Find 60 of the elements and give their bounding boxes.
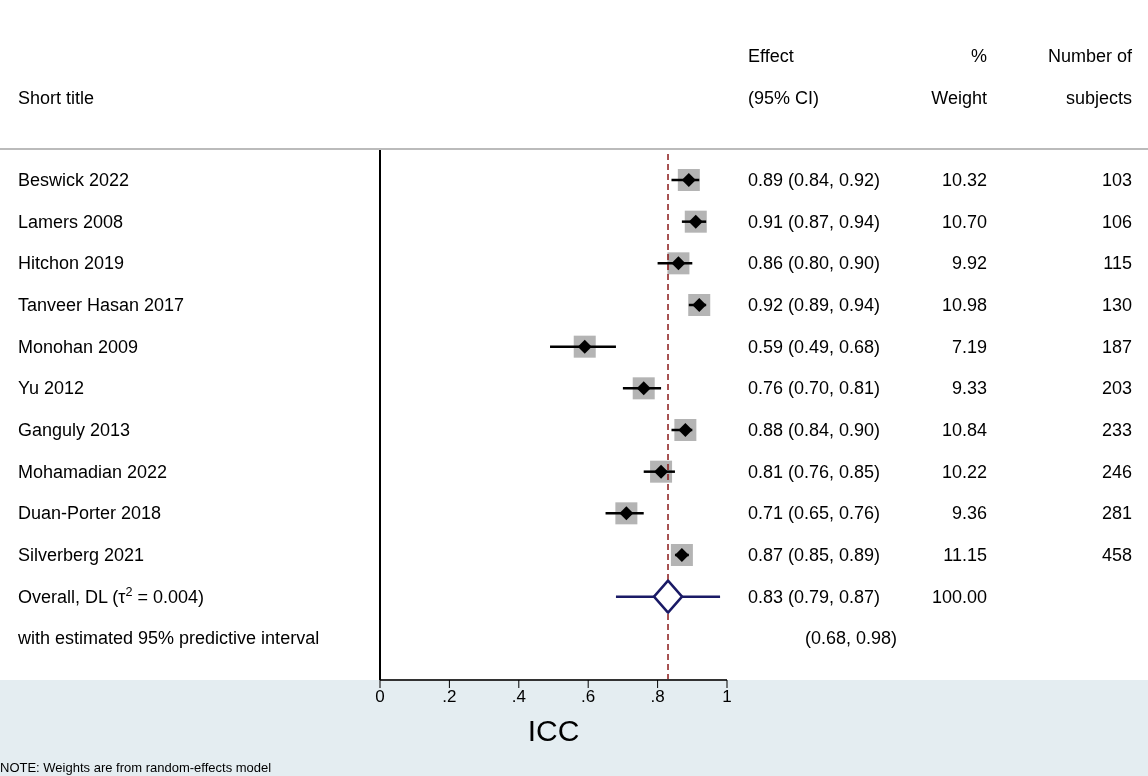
text: 7.19 (951, 336, 987, 357)
y-tick-label: Tanveer Hasan 2017 (18, 295, 185, 315)
text: 10.32 (941, 170, 987, 190)
y-tick-label: Silverberg 2021 (18, 545, 145, 565)
text: 246 (1101, 461, 1132, 482)
text: 106 (1101, 211, 1132, 232)
x-tick-label: 0 (375, 687, 385, 707)
data-label: 0.76 (0.70, 0.81) (748, 378, 881, 399)
text: NOTE: Weights are from random-effects model (0, 760, 272, 775)
y-axis-title: Short title (18, 88, 95, 108)
text: 10.22 (941, 461, 987, 482)
text: 10.84 (941, 420, 987, 440)
y-tick-label: Hitchon 2019 (18, 253, 125, 274)
x-tick-label: .8 (650, 687, 665, 707)
text: 115 (1103, 253, 1132, 274)
text: 9.36 (951, 503, 987, 524)
data-label: 0.91 (0.87, 0.94) (748, 211, 881, 232)
x-axis-title: ICC (527, 714, 580, 748)
y-tick-label: Ganguly 2013 (18, 420, 131, 440)
text: Weight (931, 88, 987, 108)
data-label: 0.86 (0.80, 0.90) (748, 253, 881, 274)
text: 10.98 (941, 295, 987, 315)
y-tick-label: Lamers 2008 (18, 211, 124, 232)
text: 233 (1101, 420, 1132, 440)
text: Effect (748, 46, 794, 66)
data-label: 0.81 (0.76, 0.85) (748, 461, 881, 482)
text: 458 (1101, 545, 1132, 565)
x-tick-label: .2 (442, 687, 457, 707)
text: 10.70 (941, 211, 987, 232)
text: 0.83 (0.79, 0.87) (748, 586, 881, 607)
x-tick-label: .6 (581, 687, 596, 707)
text: 9.33 (951, 378, 987, 399)
y-tick-label: Mohamadian 2022 (18, 461, 168, 482)
text: 281 (1101, 503, 1132, 524)
y-tick-label: Beswick 2022 (18, 170, 130, 190)
data-label: 0.59 (0.49, 0.68) (748, 336, 881, 357)
data-label: 0.89 (0.84, 0.92) (748, 170, 881, 190)
text: 100.00 (931, 586, 987, 607)
text: subjects (1065, 88, 1132, 108)
data-label: 0.92 (0.89, 0.94) (748, 295, 881, 315)
text: 11.15 (943, 545, 987, 565)
y-tick-label: Yu 2012 (18, 378, 85, 399)
text: Number of (1047, 46, 1133, 66)
y-tick-label: with estimated 95% predictive interval (17, 628, 320, 649)
text: % (970, 46, 987, 66)
text: 9.92 (951, 253, 987, 274)
text: 203 (1101, 378, 1132, 399)
text: 130 (1101, 295, 1132, 315)
data-label: 0.71 (0.65, 0.76) (748, 503, 881, 524)
data-label: 0.88 (0.84, 0.90) (748, 420, 881, 440)
y-tick-label: Duan-Porter 2018 (18, 503, 162, 524)
x-tick-label: 1 (722, 687, 732, 707)
text: 187 (1101, 336, 1132, 357)
y-tick-label: Monohan 2009 (18, 336, 139, 357)
y-tick-label: Overall, DL (τ$^{2}$ = 0.004) (18, 584, 205, 607)
text: 103 (1101, 170, 1132, 190)
data-label: 0.87 (0.85, 0.89) (748, 545, 881, 565)
x-tick-label: .4 (511, 687, 526, 707)
text: (95% CI) (748, 88, 820, 108)
text: (0.68, 0.98) (804, 628, 897, 649)
